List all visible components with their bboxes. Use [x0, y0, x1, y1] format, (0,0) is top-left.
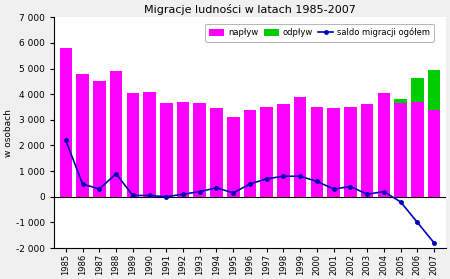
Bar: [93, 94, 106, 197]
saldo migracji ogółem: [214, 186, 219, 189]
saldo migracji ogółem: [348, 185, 353, 188]
saldo migracji ogółem: [63, 139, 68, 142]
Bar: [277, 104, 290, 197]
Line: saldo migracji ogółem: saldo migracji ogółem: [64, 139, 436, 245]
Bar: [76, 74, 89, 197]
Bar: [361, 107, 374, 197]
Bar: [428, 110, 441, 197]
saldo migracji ogółem: [97, 187, 102, 191]
Bar: [411, 102, 423, 197]
Bar: [227, 121, 239, 197]
Bar: [210, 108, 223, 197]
Bar: [328, 119, 340, 197]
Bar: [244, 110, 256, 197]
Bar: [428, 70, 441, 197]
Bar: [277, 126, 290, 197]
saldo migracji ogółem: [147, 194, 152, 197]
Title: Migracje ludności w latach 1985-2007: Migracje ludności w latach 1985-2007: [144, 4, 356, 15]
Bar: [177, 102, 189, 197]
saldo migracji ogółem: [113, 172, 119, 175]
Bar: [126, 112, 139, 197]
saldo migracji ogółem: [432, 241, 437, 245]
saldo migracji ogółem: [281, 175, 286, 178]
Bar: [59, 103, 72, 197]
Bar: [160, 103, 172, 197]
saldo migracji ogółem: [398, 200, 403, 204]
saldo migracji ogółem: [314, 180, 319, 183]
Y-axis label: w osobach: w osobach: [4, 109, 13, 157]
Bar: [194, 110, 206, 197]
Bar: [261, 107, 273, 197]
Bar: [210, 119, 223, 197]
Bar: [310, 107, 323, 197]
saldo migracji ogółem: [197, 190, 202, 193]
saldo migracji ogółem: [331, 187, 336, 191]
Bar: [59, 48, 72, 197]
Bar: [93, 81, 106, 197]
saldo migracji ogółem: [180, 193, 186, 196]
saldo migracji ogółem: [163, 195, 169, 198]
Bar: [143, 97, 156, 197]
Bar: [160, 103, 172, 197]
Bar: [261, 125, 273, 197]
saldo migracji ogółem: [297, 175, 303, 178]
saldo migracji ogółem: [381, 190, 387, 193]
Bar: [310, 124, 323, 197]
Bar: [361, 104, 374, 197]
Bar: [143, 92, 156, 197]
saldo migracji ogółem: [230, 191, 236, 194]
Bar: [378, 93, 390, 197]
Bar: [411, 78, 423, 197]
Bar: [294, 97, 306, 197]
saldo migracji ogółem: [364, 193, 370, 196]
Bar: [378, 102, 390, 197]
Bar: [110, 71, 122, 197]
Bar: [244, 124, 256, 197]
Bar: [177, 104, 189, 197]
Bar: [328, 108, 340, 197]
saldo migracji ogółem: [130, 194, 135, 197]
saldo migracji ogółem: [247, 182, 252, 186]
Bar: [344, 107, 357, 197]
Bar: [394, 99, 407, 197]
Bar: [194, 103, 206, 197]
Bar: [126, 93, 139, 197]
Bar: [110, 99, 122, 197]
Bar: [76, 94, 89, 197]
Bar: [394, 103, 407, 197]
saldo migracji ogółem: [264, 177, 270, 181]
Bar: [344, 119, 357, 197]
saldo migracji ogółem: [80, 182, 85, 186]
Bar: [227, 117, 239, 197]
Bar: [294, 119, 306, 197]
Legend: napływ, odpływ, saldo migracji ogółem: napływ, odpływ, saldo migracji ogółem: [205, 24, 434, 42]
saldo migracji ogółem: [414, 221, 420, 224]
